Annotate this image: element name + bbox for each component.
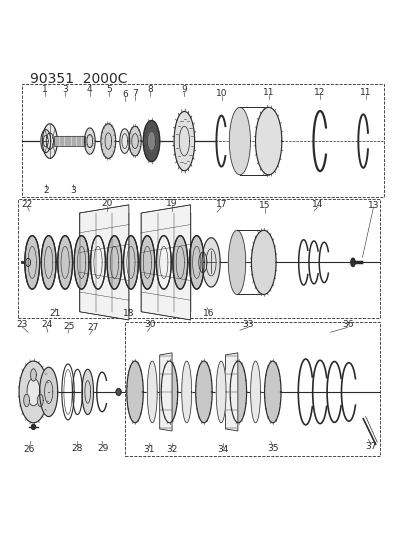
Polygon shape [225, 353, 237, 431]
Text: 7: 7 [132, 90, 138, 98]
Polygon shape [230, 361, 246, 423]
Polygon shape [202, 238, 220, 287]
Text: 23: 23 [16, 320, 28, 328]
Polygon shape [156, 236, 171, 289]
Polygon shape [26, 259, 31, 266]
Polygon shape [159, 353, 172, 431]
Text: 35: 35 [266, 444, 278, 453]
Text: 14: 14 [311, 200, 323, 209]
Polygon shape [198, 252, 206, 273]
Polygon shape [74, 236, 89, 289]
Polygon shape [27, 378, 40, 406]
Text: 26: 26 [24, 445, 35, 454]
Polygon shape [41, 236, 56, 289]
Text: 36: 36 [341, 320, 353, 329]
Polygon shape [57, 236, 72, 289]
Text: 29: 29 [97, 444, 109, 453]
Polygon shape [350, 259, 354, 266]
Text: 24: 24 [41, 320, 52, 329]
Polygon shape [40, 367, 57, 417]
Polygon shape [123, 236, 138, 289]
Polygon shape [82, 369, 93, 415]
Polygon shape [25, 236, 40, 289]
Polygon shape [264, 361, 280, 423]
Text: 10: 10 [216, 90, 227, 98]
Polygon shape [141, 205, 190, 320]
Polygon shape [37, 394, 43, 407]
Polygon shape [126, 361, 143, 423]
Polygon shape [143, 120, 159, 161]
Text: 3: 3 [70, 187, 76, 195]
Polygon shape [147, 361, 157, 423]
Text: 22: 22 [21, 200, 33, 209]
Polygon shape [229, 107, 250, 175]
Text: 8: 8 [147, 85, 153, 94]
Text: 17: 17 [215, 200, 227, 209]
Text: 32: 32 [166, 445, 177, 454]
Text: 33: 33 [242, 320, 253, 329]
Text: 31: 31 [142, 445, 154, 454]
Text: 16: 16 [203, 309, 214, 318]
Text: 15: 15 [258, 201, 270, 210]
Text: 2: 2 [43, 187, 48, 195]
Polygon shape [19, 361, 48, 423]
Text: 4: 4 [87, 85, 93, 94]
Polygon shape [189, 236, 204, 289]
Polygon shape [174, 111, 194, 171]
Text: 11: 11 [262, 88, 274, 98]
Polygon shape [31, 424, 36, 430]
Text: 30: 30 [144, 320, 156, 329]
Polygon shape [255, 107, 281, 175]
Text: 5: 5 [106, 85, 112, 94]
Text: 34: 34 [217, 445, 228, 454]
Text: 12: 12 [313, 88, 325, 98]
Text: 28: 28 [71, 444, 83, 453]
Polygon shape [161, 361, 177, 423]
Text: 37: 37 [365, 442, 376, 451]
Text: 27: 27 [87, 323, 98, 332]
Text: 11: 11 [359, 88, 370, 98]
Text: 21: 21 [49, 309, 60, 318]
Text: 1: 1 [42, 85, 47, 94]
Polygon shape [147, 131, 155, 151]
Polygon shape [43, 124, 57, 158]
Polygon shape [216, 361, 225, 423]
Polygon shape [250, 361, 260, 423]
Polygon shape [228, 230, 245, 294]
Polygon shape [101, 124, 115, 158]
Text: 9: 9 [181, 85, 187, 94]
Polygon shape [24, 394, 29, 407]
Polygon shape [41, 130, 51, 152]
Text: 90351  2000C: 90351 2000C [30, 72, 127, 86]
Polygon shape [140, 236, 154, 289]
Text: 3: 3 [62, 85, 68, 94]
Polygon shape [119, 129, 129, 154]
Text: 25: 25 [64, 321, 75, 330]
Polygon shape [79, 205, 128, 320]
Polygon shape [116, 389, 121, 395]
Polygon shape [31, 369, 36, 381]
Polygon shape [173, 236, 187, 289]
Text: 19: 19 [166, 199, 177, 208]
Text: 20: 20 [102, 199, 113, 208]
Text: 18: 18 [123, 309, 134, 318]
Polygon shape [90, 236, 105, 289]
Text: 13: 13 [367, 201, 378, 210]
Text: 6: 6 [121, 90, 127, 99]
Polygon shape [84, 128, 95, 154]
Polygon shape [195, 361, 211, 423]
Polygon shape [128, 126, 141, 156]
Bar [54, 136, 85, 147]
Polygon shape [107, 236, 121, 289]
Polygon shape [251, 230, 275, 294]
Polygon shape [181, 361, 191, 423]
